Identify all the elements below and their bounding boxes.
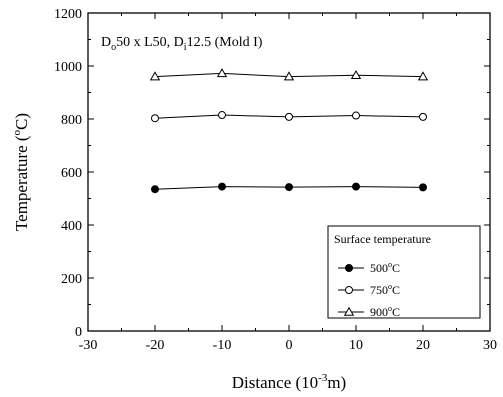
legend: Surface temperature 500oC 750oC 900oC xyxy=(327,225,481,319)
legend-label: 750oC xyxy=(370,282,400,297)
data-point xyxy=(352,111,360,120)
data-point xyxy=(417,71,429,81)
annotation-part: 50 x L50, D xyxy=(116,35,184,50)
legend-title: Surface temperature xyxy=(334,232,431,246)
y-tick-label: 0 xyxy=(75,325,82,340)
legend-label: 900oC xyxy=(370,304,400,319)
data-point xyxy=(151,185,159,194)
legend-label: 500oC xyxy=(370,260,400,275)
data-point xyxy=(283,71,295,81)
x-tick-label: -20 xyxy=(146,338,165,353)
y-tick-label: 600 xyxy=(61,166,82,181)
data-point xyxy=(151,114,159,123)
data-point xyxy=(149,71,161,81)
legend-marker xyxy=(343,306,355,316)
x-axis-label: Distance (10-3m) xyxy=(232,372,346,392)
data-point xyxy=(218,111,226,120)
annotation-part: D xyxy=(101,35,111,50)
data-point xyxy=(285,112,293,121)
annotation-part: 12.5 (Mold I) xyxy=(187,35,263,50)
legend-marker xyxy=(345,286,353,294)
legend-marker xyxy=(345,264,353,272)
y-tick-label: 800 xyxy=(61,113,82,128)
y-axis-label: Temperature (oC) xyxy=(11,113,31,231)
data-point xyxy=(285,183,293,192)
axis-ticks: -30 -20 -10 0 10 20 30 0 200 400 600 800 1000 1200 xyxy=(54,7,497,353)
series-group xyxy=(149,68,429,194)
x-tick-label: -10 xyxy=(213,338,232,353)
y-tick-label: 1200 xyxy=(54,7,82,22)
annotation-part: o xyxy=(111,42,116,53)
y-tick-label: 1000 xyxy=(54,60,82,75)
annotation-part: i xyxy=(184,42,187,53)
data-point xyxy=(419,183,427,192)
legend-items: 500oC 750oC 900oC xyxy=(338,260,400,319)
data-point xyxy=(218,182,226,191)
data-point xyxy=(216,68,228,78)
x-tick-label: -30 xyxy=(79,338,98,353)
y-tick-label: 200 xyxy=(61,272,82,287)
x-tick-label: 10 xyxy=(349,338,363,353)
y-tick-label: 400 xyxy=(61,219,82,234)
data-point xyxy=(419,112,427,121)
x-tick-label: 0 xyxy=(286,338,293,353)
legend-box xyxy=(327,225,481,319)
data-point xyxy=(350,69,362,79)
data-point xyxy=(352,182,360,191)
annotation: Do50 x L50, Di12.5 (Mold I) xyxy=(101,35,263,53)
x-tick-label: 20 xyxy=(416,338,430,353)
x-tick-label: 30 xyxy=(483,338,497,353)
